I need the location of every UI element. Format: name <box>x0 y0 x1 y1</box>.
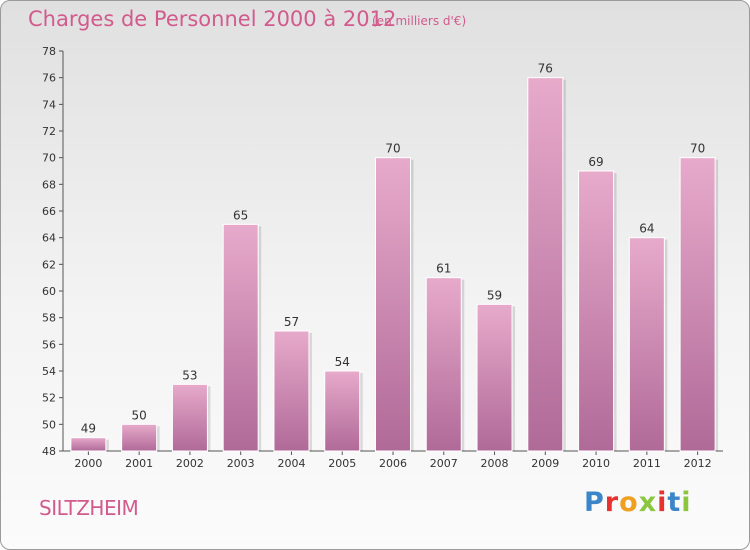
x-tick-label: 2012 <box>684 457 712 470</box>
y-tick-label: 72 <box>42 125 56 138</box>
bar <box>476 303 513 452</box>
data-label: 53 <box>182 368 197 382</box>
y-tick-label: 76 <box>42 72 56 85</box>
data-labels: 49 50 53 65 57 54 70 61 59 76 69 64 70 <box>81 62 706 436</box>
y-tick-label: 74 <box>42 98 56 111</box>
x-tick-label: 2007 <box>430 457 458 470</box>
logo-letter: P <box>584 487 605 518</box>
x-tick-label: 2004 <box>277 457 305 470</box>
chart-title: Charges de Personnel 2000 à 2012 <box>28 7 397 31</box>
axes: 48 50 52 54 56 58 60 62 64 66 68 70 72 74 76 78 2000 2001… <box>42 45 723 470</box>
bar <box>425 277 462 452</box>
y-tick-label: 70 <box>42 152 56 165</box>
y-tick-label: 66 <box>42 205 56 218</box>
data-label: 50 <box>132 408 147 422</box>
bar <box>121 423 158 452</box>
bars <box>70 77 719 452</box>
data-label: 59 <box>487 288 502 302</box>
x-tick-label: 2009 <box>531 457 559 470</box>
x-tick-label: 2002 <box>176 457 204 470</box>
bar <box>578 170 615 452</box>
x-tick-label: 2001 <box>125 457 153 470</box>
y-tick-label: 52 <box>42 392 56 405</box>
bar <box>273 330 310 452</box>
y-tick-label: 60 <box>42 285 56 298</box>
logo-letter: i <box>681 487 692 518</box>
x-tick-label: 2011 <box>633 457 661 470</box>
y-tick-label: 62 <box>42 258 56 271</box>
logo-letter: o <box>619 487 639 518</box>
data-label: 64 <box>639 222 654 236</box>
x-tick-label: 2006 <box>379 457 407 470</box>
data-label: 69 <box>588 155 603 169</box>
bar <box>171 383 208 452</box>
data-label: 70 <box>385 142 400 156</box>
bar <box>628 237 665 452</box>
bar <box>679 157 716 452</box>
x-tick-label: 2000 <box>74 457 102 470</box>
x-tick-label: 2010 <box>582 457 610 470</box>
logo-letter: t <box>667 487 682 518</box>
y-tick-label: 58 <box>42 312 56 325</box>
bar <box>70 437 107 452</box>
y-tick-label: 54 <box>42 365 56 378</box>
x-tick-label: 2008 <box>481 457 509 470</box>
y-tick-label: 48 <box>42 445 56 458</box>
logo-letter: i <box>657 487 668 518</box>
x-tick-label: 2005 <box>328 457 356 470</box>
x-tick-label: 2003 <box>227 457 255 470</box>
y-tick-label: 64 <box>42 232 56 245</box>
logo-letter: r <box>604 487 620 518</box>
chart-subtitle: (en milliers d'€) <box>372 14 467 28</box>
data-label: 57 <box>284 315 299 329</box>
data-label: 70 <box>690 142 705 156</box>
bar <box>527 77 564 452</box>
bar <box>222 223 259 452</box>
bar <box>375 157 411 452</box>
proxiti-logo: Proxiti <box>584 487 692 518</box>
data-label: 65 <box>233 208 248 222</box>
y-tick-label: 78 <box>42 45 56 58</box>
data-label: 54 <box>335 355 350 369</box>
y-tick-label: 50 <box>42 418 56 431</box>
bar <box>324 370 361 452</box>
y-tick-label: 56 <box>42 338 56 351</box>
data-label: 76 <box>538 62 553 76</box>
data-label: 49 <box>81 422 96 436</box>
logo-letter: x <box>638 487 658 518</box>
commune-name: SILTZHEIM <box>39 496 139 520</box>
y-tick-label: 68 <box>42 178 56 191</box>
data-label: 61 <box>436 262 451 276</box>
